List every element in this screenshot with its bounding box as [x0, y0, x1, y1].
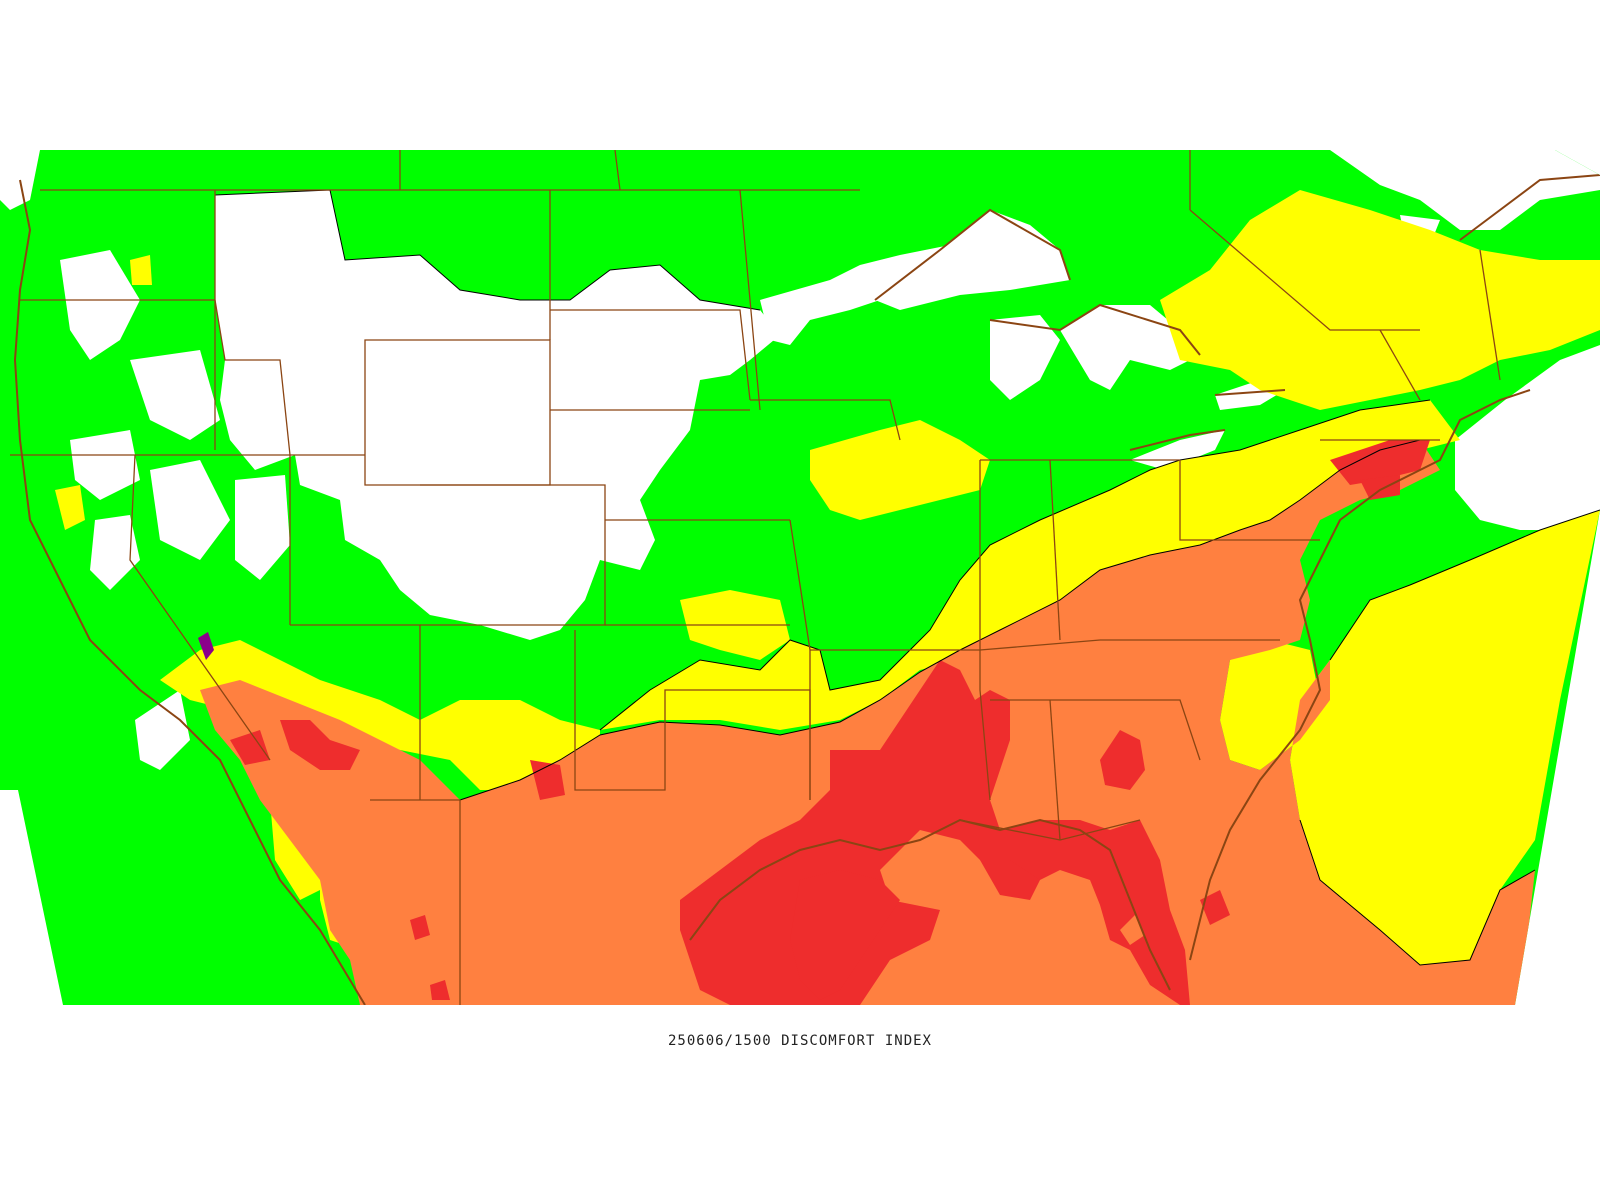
map-caption: 250606/1500 DISCOMFORT INDEX [667, 1033, 932, 1049]
region-moderate [55, 190, 1600, 965]
region-extreme [198, 632, 214, 660]
region-comfortable [0, 150, 1600, 800]
map-area [0, 150, 1600, 1005]
coastlines [13, 174, 1600, 1005]
state-boundaries [10, 150, 1501, 1005]
